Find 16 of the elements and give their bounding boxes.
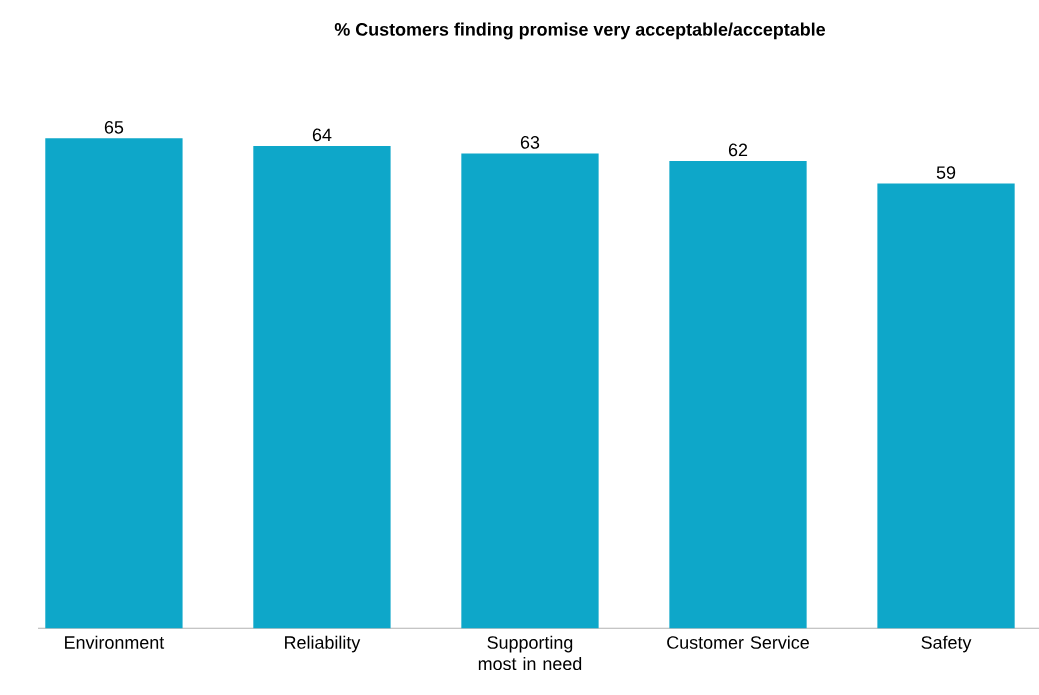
bar (877, 183, 1015, 629)
data-label: 59 (936, 166, 956, 179)
data-label: 62 (728, 143, 748, 157)
data-label: 65 (104, 120, 124, 134)
x-tick-label: Customer Service (667, 635, 809, 649)
x-tick-label: Supporting most in need (478, 635, 582, 671)
bar (45, 138, 183, 629)
x-tick-label: Environment (65, 635, 165, 649)
data-label: 64 (312, 128, 332, 142)
x-tick-label: Reliability (285, 635, 361, 653)
data-label: 63 (520, 136, 540, 149)
chart-title: % Customers finding promise very acceptable/acceptable (334, 22, 826, 40)
bar (669, 160, 807, 629)
bar (253, 145, 391, 629)
bar (461, 153, 599, 629)
x-tick-label: Safety (921, 635, 972, 653)
